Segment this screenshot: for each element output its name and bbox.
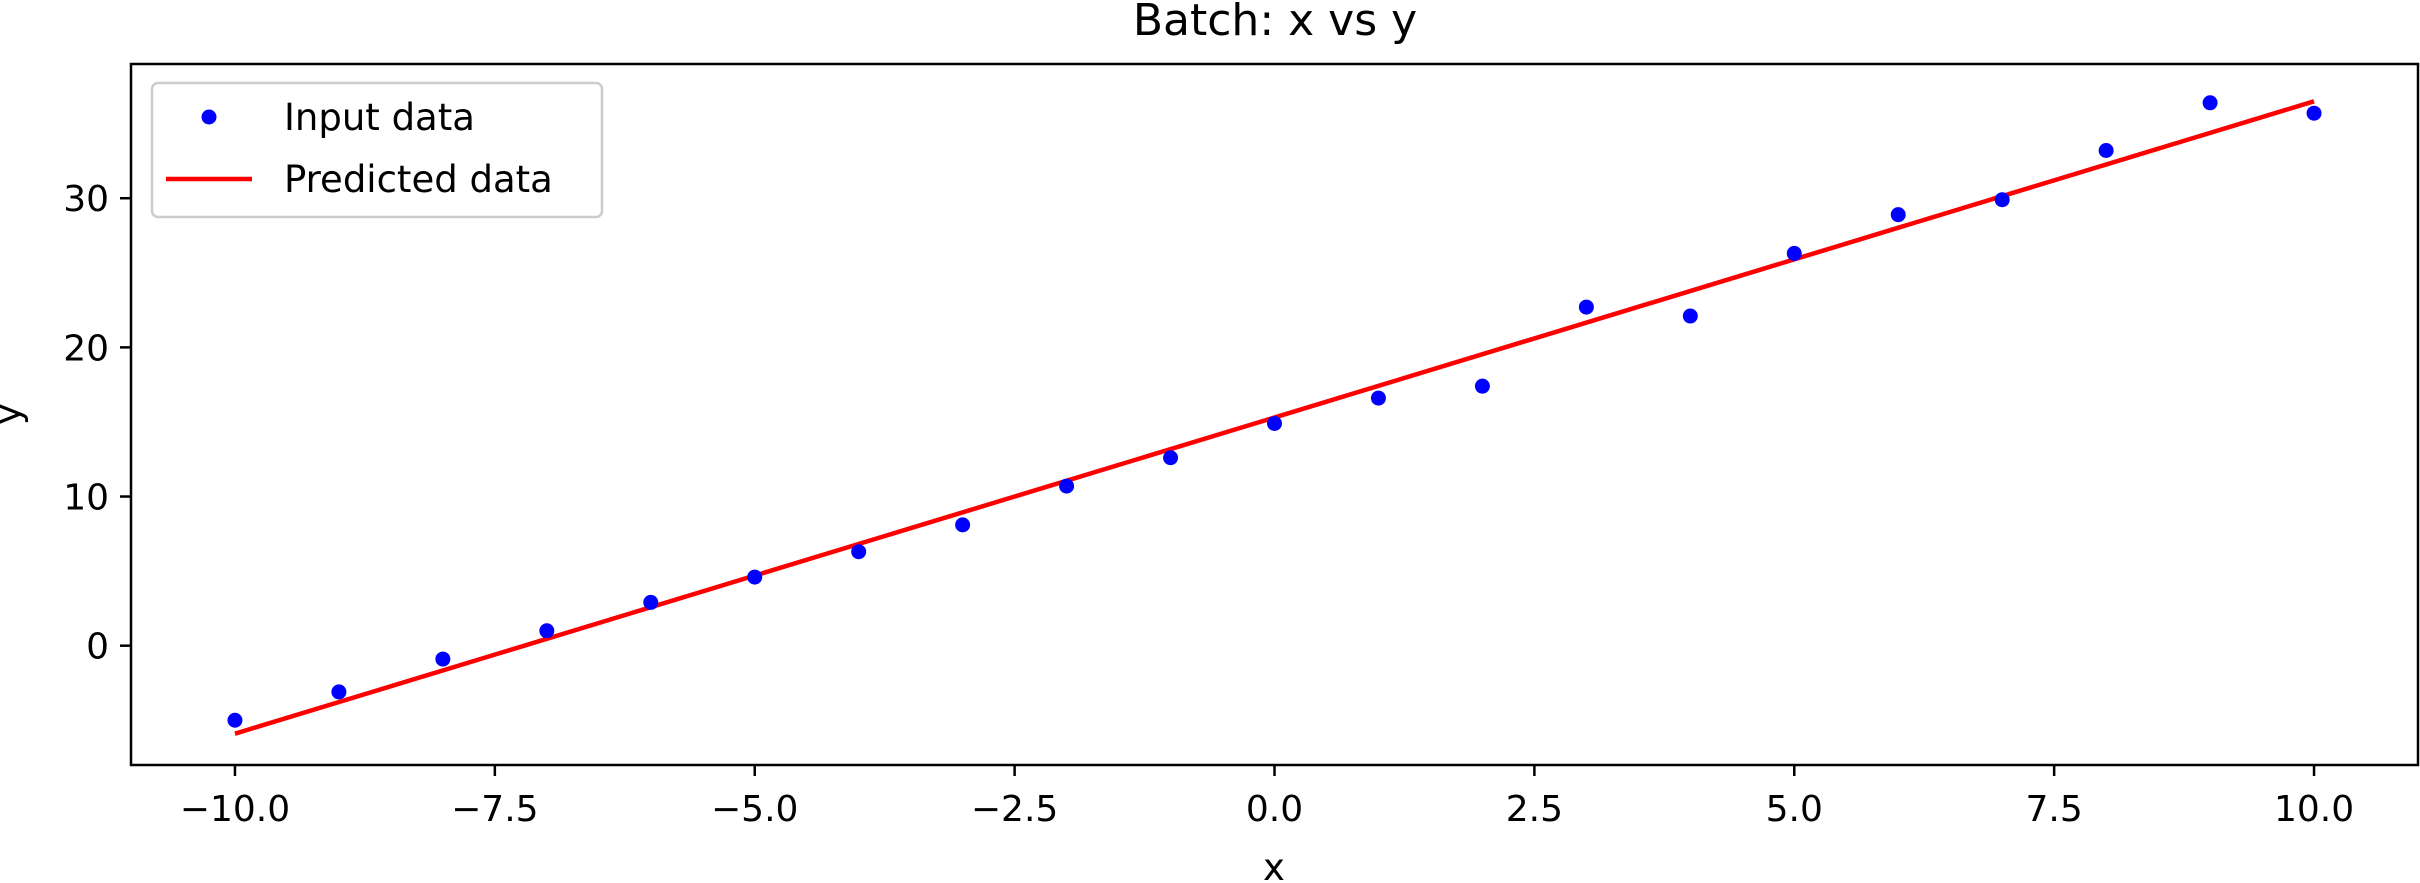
input-data-point — [1059, 478, 1075, 494]
y-axis: 0 10 20 30 — [63, 179, 131, 668]
input-data-point — [955, 517, 971, 533]
input-data-point — [1163, 450, 1179, 466]
input-data-point — [643, 594, 659, 610]
legend-box — [150, 81, 604, 219]
x-tick-label: −2.5 — [971, 789, 1058, 830]
x-tick-label: −10.0 — [180, 789, 290, 830]
input-data-point — [539, 623, 555, 639]
input-data-point — [331, 684, 347, 700]
input-data-point — [747, 569, 763, 585]
x-tick-label: 10.0 — [2274, 789, 2354, 830]
y-axis-label: y — [0, 403, 29, 425]
input-data-point — [1267, 415, 1282, 431]
input-data-point — [851, 544, 867, 560]
input-data-point — [435, 651, 451, 667]
y-tick-label: 30 — [63, 179, 109, 220]
input-data-point — [1890, 207, 1906, 223]
input-data-point — [1682, 308, 1698, 324]
x-axis: −10.0 −7.5 −5.0 −2.5 0.0 2.5 5.0 7.5 10.0 — [180, 765, 2354, 830]
input-data-point — [2306, 105, 2322, 121]
legend-label-input-data: Input data — [284, 96, 475, 139]
x-tick-label: −5.0 — [711, 789, 798, 830]
y-tick-label: 10 — [63, 478, 109, 519]
legend-marker-input-data — [201, 109, 217, 125]
legend: Input data Predicted data — [150, 81, 604, 219]
x-tick-label: 7.5 — [2026, 789, 2083, 830]
input-data-point — [1474, 378, 1490, 394]
x-tick-label: −7.5 — [451, 789, 538, 830]
x-axis-label: x — [1263, 846, 1285, 883]
plot-area — [227, 95, 2322, 736]
input-data-point — [1370, 390, 1386, 406]
x-tick-label: 0.0 — [1246, 789, 1303, 830]
x-tick-label: 2.5 — [1506, 789, 1563, 830]
legend-label-predicted-data: Predicted data — [284, 158, 553, 201]
y-tick-label: 20 — [63, 328, 109, 369]
y-tick-label: 0 — [86, 627, 109, 668]
x-tick-label: 5.0 — [1766, 789, 1823, 830]
input-data-point — [227, 712, 243, 728]
input-data-point — [2098, 143, 2114, 159]
input-data-point — [1578, 299, 1594, 315]
input-data-point — [2202, 95, 2218, 111]
input-data-point — [1786, 245, 1802, 261]
input-data-point — [1994, 192, 2010, 208]
chart-title: Batch: x vs y — [1133, 0, 1417, 46]
